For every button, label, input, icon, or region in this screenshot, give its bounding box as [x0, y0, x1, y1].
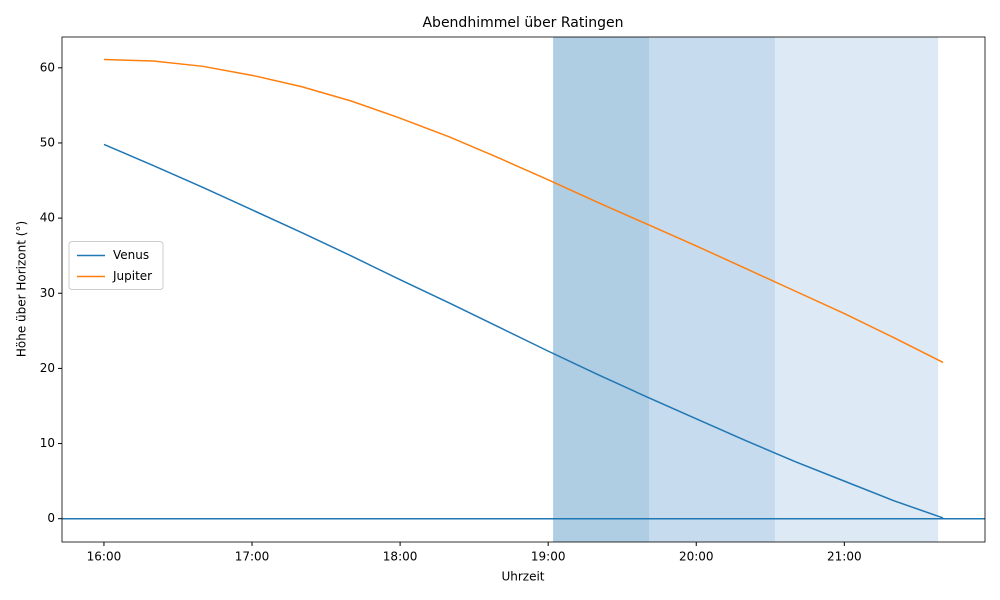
y-tick-label: 60	[40, 60, 55, 74]
x-tick-label: 19:00	[531, 550, 566, 564]
x-tick-label: 16:00	[87, 550, 122, 564]
legend-label: Venus	[113, 248, 149, 262]
shaded-span	[649, 37, 776, 542]
y-tick-label: 20	[40, 361, 55, 375]
shaded-span	[553, 37, 650, 542]
x-axis-label: Uhrzeit	[501, 570, 544, 584]
y-tick-label: 40	[40, 211, 55, 225]
plot-frame	[61, 36, 986, 543]
x-tick-label: 18:00	[383, 550, 418, 564]
x-tick-label: 17:00	[235, 550, 270, 564]
line-series	[103, 58, 944, 364]
y-axis-label: Höhe über Horizont (°)	[15, 221, 29, 357]
x-tick-label: 20:00	[679, 550, 714, 564]
y-tick-label: 10	[40, 436, 55, 450]
line-series	[103, 143, 944, 519]
legend-label: Jupiter	[112, 269, 152, 283]
y-tick-label: 30	[40, 286, 55, 300]
chart-title: Abendhimmel über Ratingen	[422, 15, 623, 31]
legend: Venus Jupiter	[68, 241, 164, 290]
y-tick-label: 50	[40, 135, 55, 149]
y-tick-label: 0	[47, 511, 55, 525]
x-tick-label: 21:00	[827, 550, 862, 564]
legend-box	[68, 241, 164, 290]
shaded-span	[775, 37, 939, 542]
